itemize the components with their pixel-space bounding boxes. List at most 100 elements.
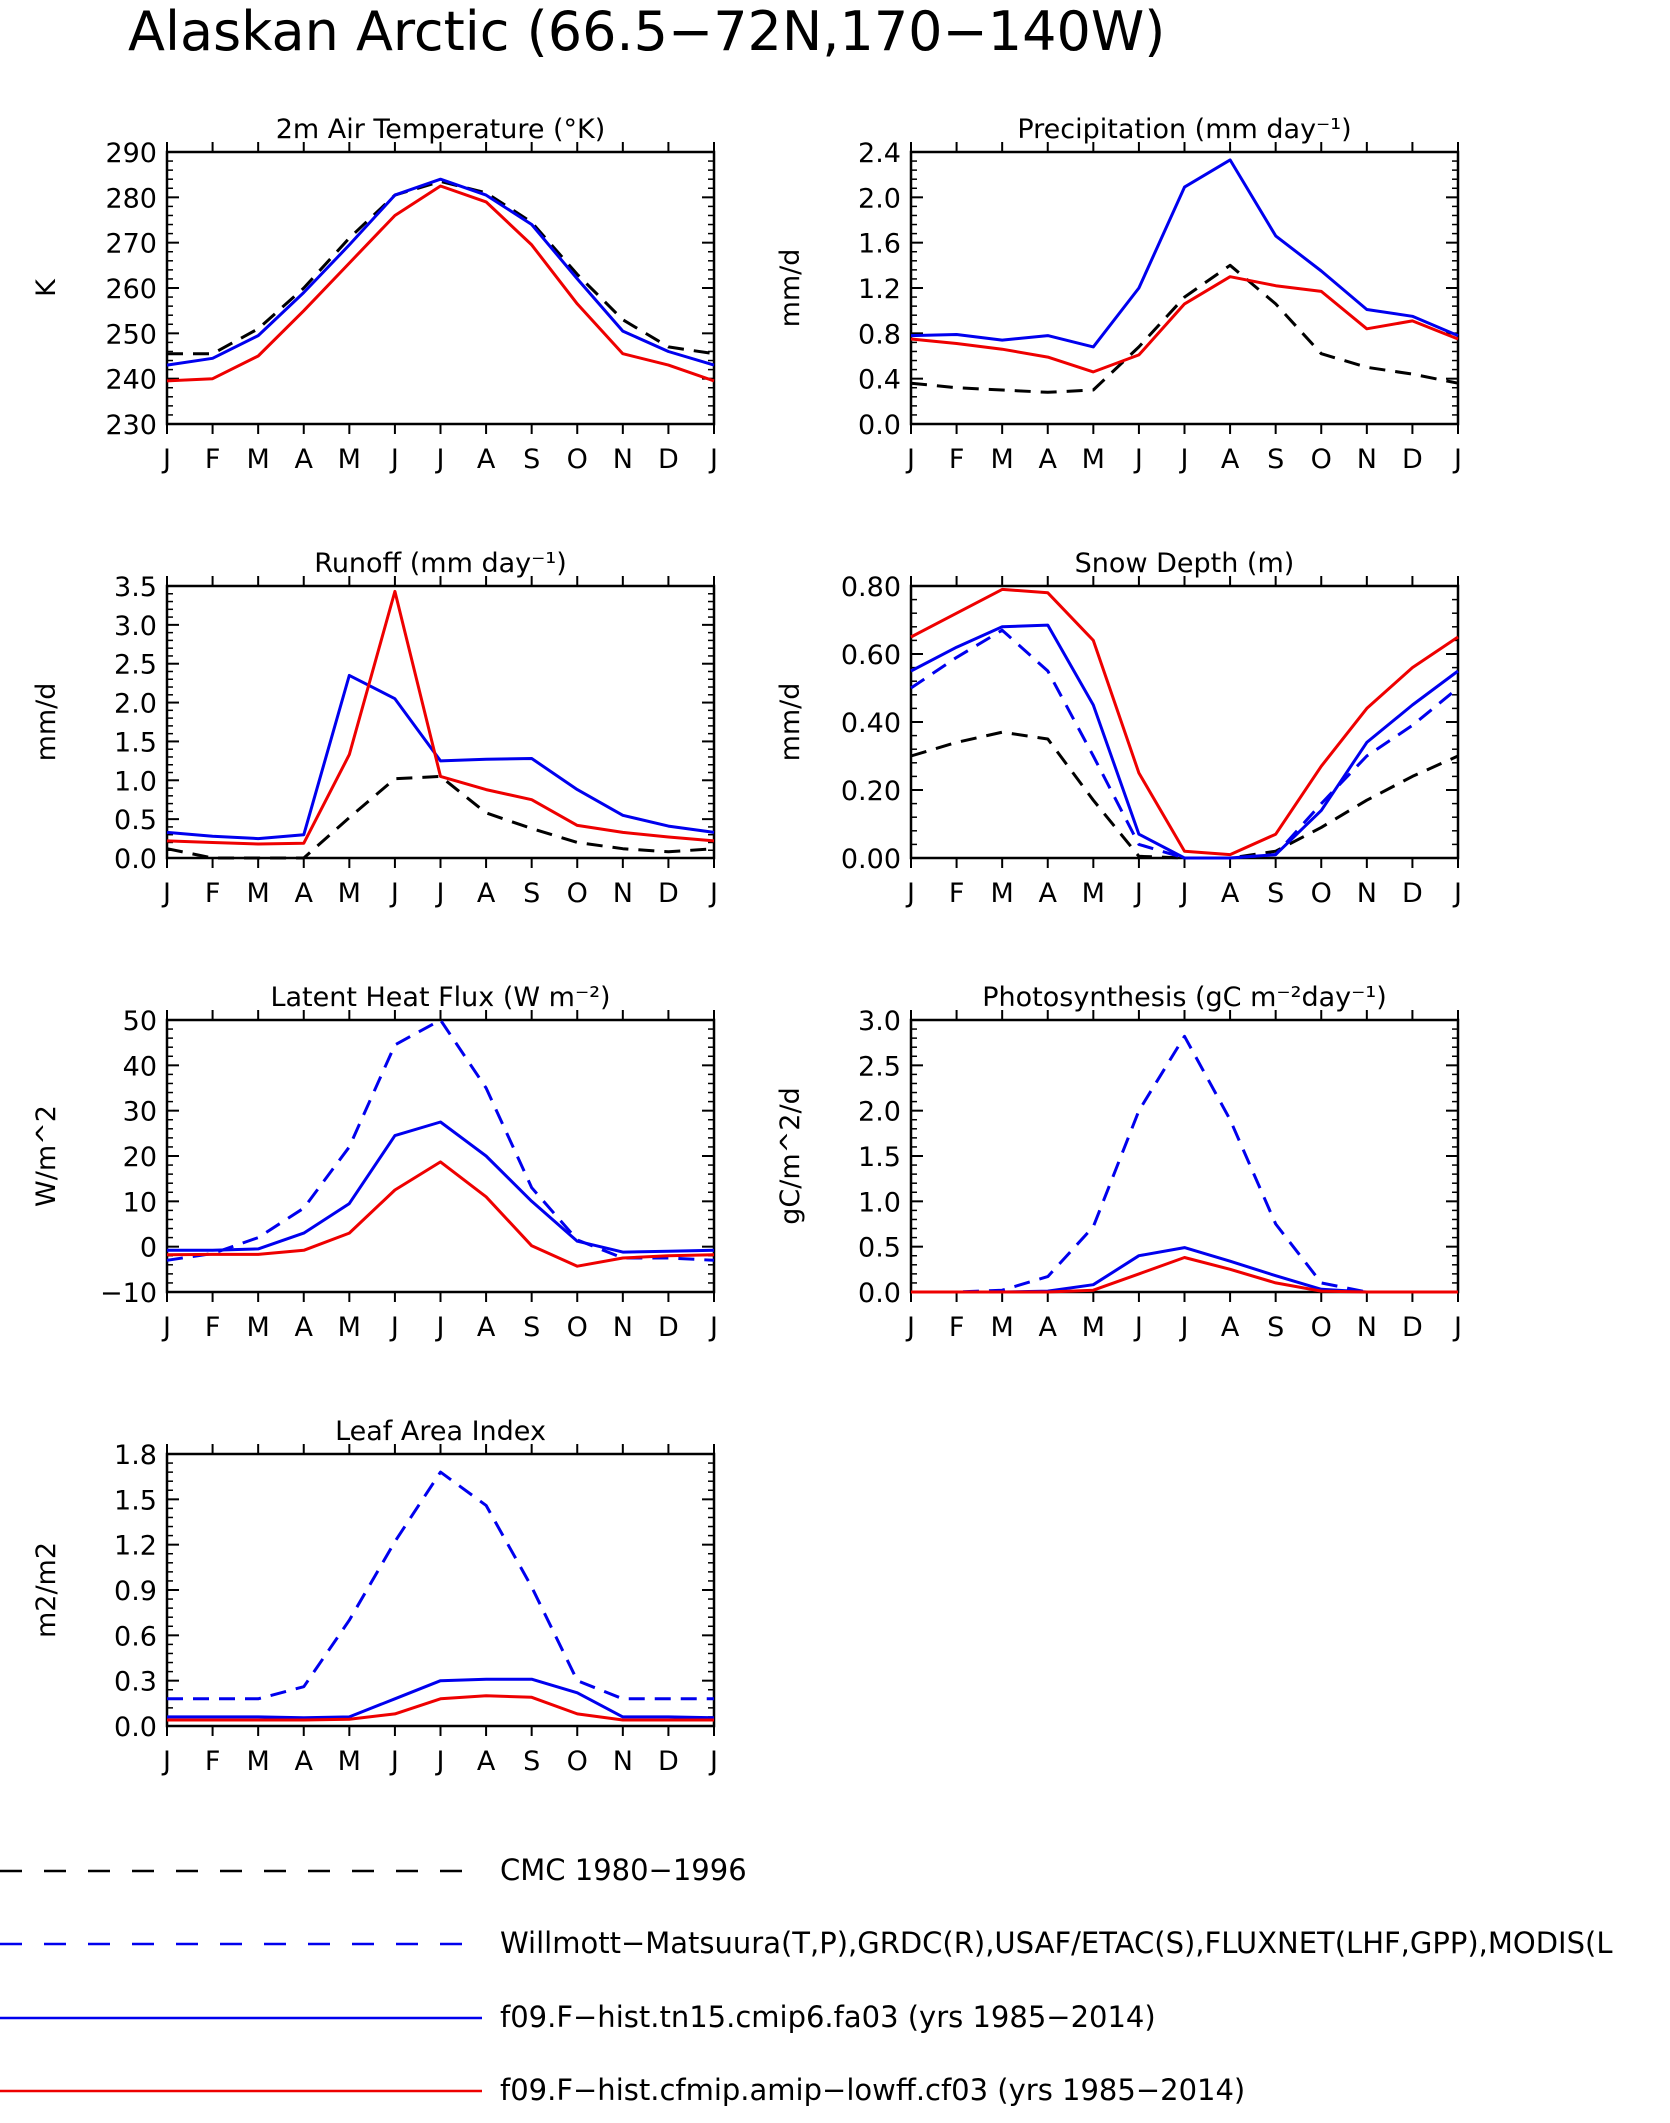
x-tick-label: J: [905, 1312, 915, 1343]
x-tick-label: S: [523, 444, 540, 475]
x-tick-label: D: [1402, 1312, 1423, 1343]
x-tick-label: A: [477, 1312, 496, 1343]
series-line-obs1: [166, 774, 715, 860]
x-tick-label: J: [161, 878, 171, 909]
x-tick-label: M: [338, 1746, 361, 1777]
y-tick-label: 0.6: [114, 1621, 157, 1652]
x-tick-label: J: [435, 878, 445, 909]
x-tick-label: O: [567, 1746, 588, 1777]
y-tick-label: 0.5: [858, 1233, 901, 1264]
x-tick-label: A: [1221, 444, 1240, 475]
x-tick-label: S: [1267, 444, 1284, 475]
x-tick-label: A: [477, 1746, 496, 1777]
chart-title: Latent Heat Flux (W m⁻²): [270, 982, 610, 1013]
x-tick-label: N: [1357, 1312, 1377, 1343]
x-tick-label: M: [1082, 444, 1105, 475]
x-tick-label: S: [523, 878, 540, 909]
series-line-m2: [166, 589, 715, 846]
x-tick-label: J: [389, 1746, 399, 1777]
y-tick-label: 1.6: [858, 229, 901, 260]
plot-frame: [165, 150, 716, 426]
x-tick-label: J: [905, 878, 915, 909]
x-tick-label: A: [295, 1746, 314, 1777]
x-tick-label: N: [613, 1312, 633, 1343]
x-tick-label: F: [205, 1312, 221, 1343]
series-line-m2: [167, 1694, 714, 1722]
x-tick-label: N: [1357, 444, 1377, 475]
x-tick-label: M: [247, 1312, 270, 1343]
x-tick-label: A: [1039, 1312, 1058, 1343]
y-tick-label: 0.8: [858, 319, 901, 350]
x-tick-label: O: [1311, 878, 1332, 909]
x-tick-label: J: [389, 878, 399, 909]
y-tick-label: 3.5: [114, 572, 157, 603]
x-tick-label: J: [1133, 444, 1143, 475]
y-tick-label: 0.20: [841, 776, 901, 807]
series-line-obs1: [910, 730, 1459, 860]
y-tick-label: 3.0: [114, 611, 157, 642]
x-tick-label: J: [708, 444, 718, 475]
x-tick-label: A: [295, 1312, 314, 1343]
x-tick-label: N: [613, 444, 633, 475]
x-tick-label: J: [708, 1746, 718, 1777]
x-tick-label: F: [949, 1312, 965, 1343]
x-tick-label: M: [1082, 878, 1105, 909]
x-tick-label: J: [435, 1746, 445, 1777]
y-tick-label: −10: [100, 1278, 157, 1309]
y-axis-label: mm/d: [775, 249, 806, 328]
chart-panel-5: Latent Heat Flux (W m⁻²) −10 0 10 20 30 40 50 J F…: [31, 982, 718, 1343]
x-tick-label: J: [435, 1312, 445, 1343]
y-tick-label: 1.5: [858, 1142, 901, 1173]
x-tick-label: D: [658, 878, 679, 909]
legend-label-obs2: Willmott−Matsuura(T,P),GRDC(R),USAF/ETAC…: [500, 1926, 1613, 1960]
chart-panel-6: Photosynthesis (gC m⁻²day⁻¹) 0.0 0.5 1.0 1.5…: [775, 982, 1462, 1343]
y-tick-label: 0: [140, 1233, 157, 1264]
x-tick-label: A: [477, 444, 496, 475]
series-line-m2: [910, 275, 1459, 374]
plot-frame: [165, 1452, 716, 1728]
y-tick-label: 1.5: [114, 1485, 157, 1516]
y-tick-label: 30: [123, 1097, 157, 1128]
y-tick-label: 1.0: [114, 766, 157, 797]
series-line-m1: [910, 158, 1459, 349]
x-tick-label: S: [523, 1746, 540, 1777]
y-tick-label: 1.5: [114, 727, 157, 758]
chart-title: 2m Air Temperature (°K): [276, 114, 606, 145]
x-tick-label: F: [949, 444, 965, 475]
chart-title: Leaf Area Index: [335, 1416, 546, 1447]
series-line-obs2: [911, 1034, 1458, 1294]
series-line-m1: [166, 177, 715, 367]
x-tick-label: O: [567, 878, 588, 909]
x-tick-label: D: [658, 1312, 679, 1343]
x-tick-label: F: [205, 1746, 221, 1777]
y-tick-label: 0.3: [114, 1667, 157, 1698]
y-tick-label: 0.0: [114, 1712, 157, 1743]
y-tick-label: 1.2: [858, 274, 901, 305]
y-tick-label: 0.00: [841, 844, 901, 875]
y-tick-label: 0.60: [841, 640, 901, 671]
x-tick-label: M: [991, 444, 1014, 475]
x-tick-label: J: [1133, 1312, 1143, 1343]
x-tick-label: M: [338, 1312, 361, 1343]
x-tick-label: F: [949, 878, 965, 909]
series-line-m1: [167, 1677, 715, 1720]
x-tick-label: O: [567, 1312, 588, 1343]
series-line-m1: [166, 673, 715, 841]
x-tick-label: M: [991, 1312, 1014, 1343]
x-tick-label: O: [1311, 1312, 1332, 1343]
x-tick-label: J: [1133, 878, 1143, 909]
series-line-m2: [910, 587, 1459, 857]
y-tick-label: 0.0: [114, 844, 157, 875]
y-tick-label: 1.2: [114, 1531, 157, 1562]
y-tick-label: 270: [105, 229, 157, 260]
series-line-obs2: [166, 1018, 715, 1262]
y-tick-label: 260: [105, 274, 157, 305]
y-tick-label: 2.5: [114, 650, 157, 681]
x-tick-label: J: [708, 1312, 718, 1343]
y-tick-label: 0.4: [858, 365, 901, 396]
chart-title: Photosynthesis (gC m⁻²day⁻¹): [982, 982, 1386, 1013]
y-tick-label: 2.4: [858, 138, 901, 169]
chart-title: Snow Depth (m): [1075, 548, 1295, 579]
x-tick-label: J: [161, 1746, 171, 1777]
